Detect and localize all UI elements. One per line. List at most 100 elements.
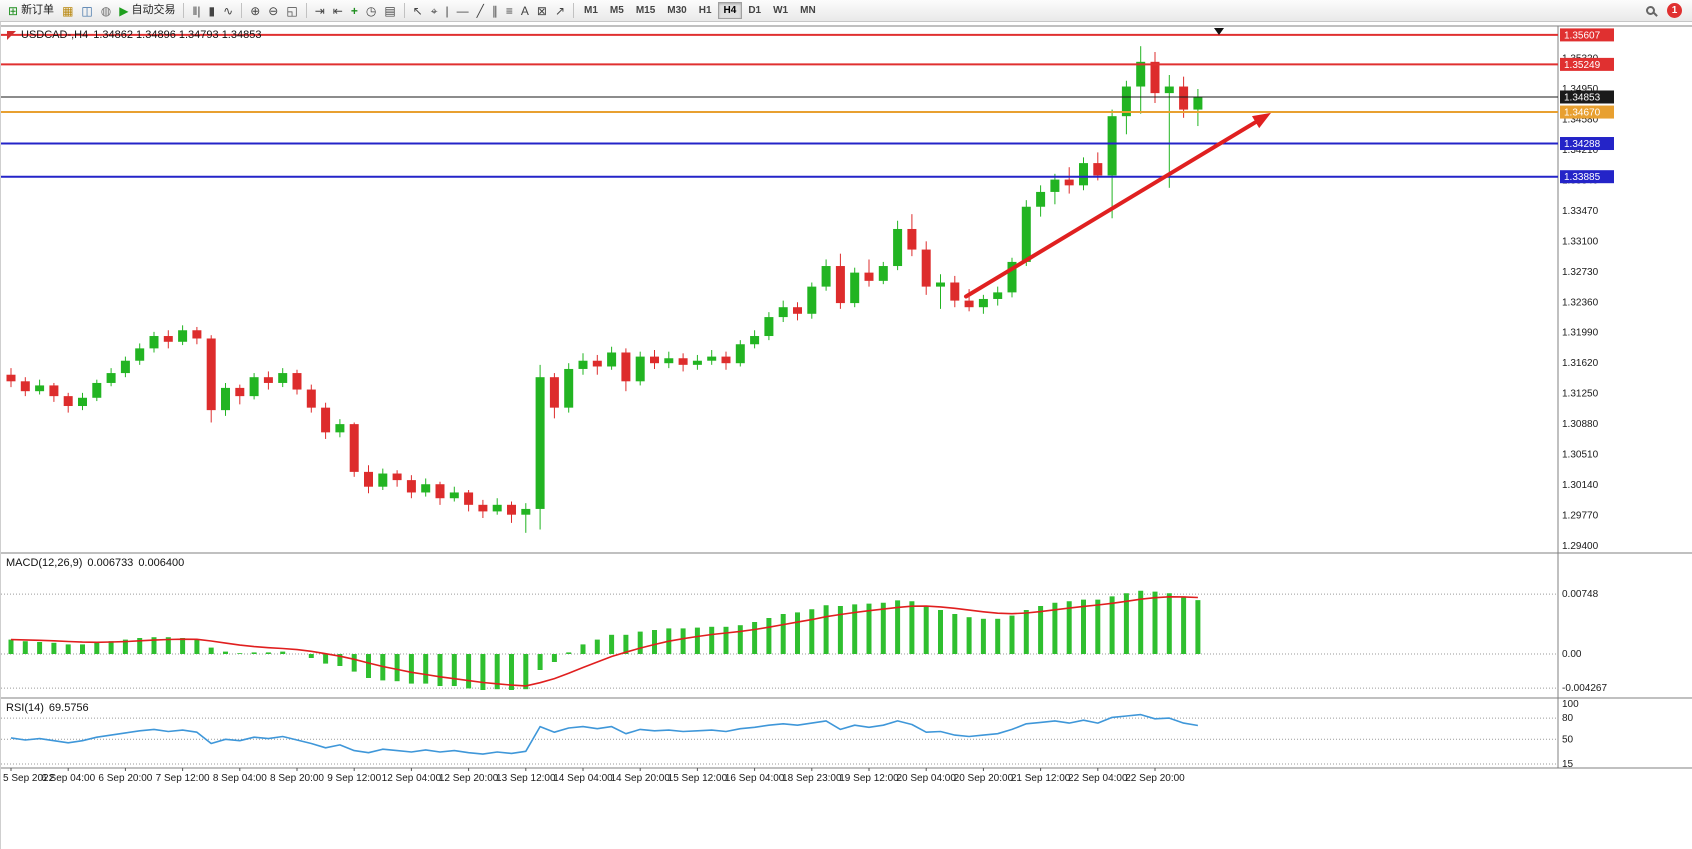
timeframe-m1[interactable]: M1 bbox=[578, 2, 604, 19]
new-chart-button[interactable]: ▦ bbox=[58, 2, 77, 20]
candle-body bbox=[78, 397, 87, 407]
auto-trading-label: 自动交易 bbox=[131, 4, 176, 16]
time-label: 21 Sep 12:00 bbox=[1011, 773, 1071, 784]
price-tick: 1.32730 bbox=[1562, 267, 1599, 278]
line-chart-button[interactable]: ∿ bbox=[219, 2, 237, 20]
price-tick: 1.33100 bbox=[1562, 236, 1599, 247]
cursor-button[interactable]: ↖ bbox=[409, 2, 427, 20]
candle-body bbox=[578, 360, 588, 369]
time-scale[interactable] bbox=[1, 768, 1692, 788]
trendline-button[interactable]: ╱ bbox=[473, 2, 488, 20]
toolbar-separator bbox=[403, 3, 405, 18]
search-button[interactable] bbox=[1642, 2, 1659, 20]
horizontal-line-icon: — bbox=[456, 3, 469, 18]
candle-body bbox=[950, 282, 960, 301]
trend-arrow[interactable] bbox=[964, 116, 1265, 299]
periods-icon: ◷ bbox=[365, 3, 377, 18]
candlestick-chart-button[interactable]: ▮ bbox=[205, 2, 220, 20]
market-watch-button[interactable]: ◍ bbox=[97, 2, 115, 20]
candle-body bbox=[650, 356, 659, 364]
time-label: 20 Sep 20:00 bbox=[954, 773, 1014, 784]
time-label: 22 Sep 04:00 bbox=[1068, 773, 1128, 784]
periods-button[interactable]: ◷ bbox=[362, 2, 380, 20]
toolbar-separator bbox=[241, 3, 243, 18]
candle-body bbox=[721, 356, 731, 364]
horizontal-line-button[interactable]: — bbox=[453, 2, 473, 20]
timeframe-m15[interactable]: M15 bbox=[630, 2, 661, 19]
timeframe-d1[interactable]: D1 bbox=[742, 2, 767, 19]
vertical-line-button[interactable]: | bbox=[441, 2, 452, 20]
arrows-button[interactable]: ↗ bbox=[551, 2, 569, 20]
fibonacci-button[interactable]: ≡ bbox=[502, 2, 517, 20]
indicators-icon: + bbox=[350, 3, 358, 18]
candle-body bbox=[406, 480, 416, 493]
timeframe-m30[interactable]: M30 bbox=[661, 2, 692, 19]
new-chart-icon: ▦ bbox=[62, 3, 74, 18]
macd-scale-label: 0.00 bbox=[1562, 649, 1582, 660]
candle-body bbox=[1107, 116, 1117, 176]
candle-body bbox=[549, 377, 559, 408]
zoom-out-icon: ⊖ bbox=[268, 3, 279, 18]
trend-arrow-head[interactable] bbox=[1251, 112, 1271, 129]
candle-body bbox=[1093, 163, 1103, 176]
time-label: 22 Sep 20:00 bbox=[1125, 773, 1185, 784]
candle-body bbox=[149, 336, 159, 349]
zoom-in-button[interactable]: ⊕ bbox=[246, 2, 264, 20]
tile-windows-button[interactable]: ◱ bbox=[282, 2, 301, 20]
profiles-button[interactable]: ◫ bbox=[77, 2, 96, 20]
toolbar-right: 1 bbox=[1642, 2, 1688, 20]
time-label: 15 Sep 12:00 bbox=[668, 773, 728, 784]
time-label: 18 Sep 23:00 bbox=[782, 773, 842, 784]
candle-body bbox=[564, 368, 574, 408]
candle-body bbox=[92, 382, 102, 398]
candle-body bbox=[278, 373, 288, 383]
auto-trading-button[interactable]: ▶ 自动交易 bbox=[115, 2, 179, 20]
candle-body bbox=[1064, 179, 1074, 186]
macd-scale-label: -0.004267 bbox=[1562, 683, 1607, 694]
timeframe-m5[interactable]: M5 bbox=[604, 2, 630, 19]
price-scale[interactable] bbox=[1558, 26, 1692, 768]
crosshair-icon: ⌖ bbox=[430, 3, 438, 18]
candle-body bbox=[163, 336, 173, 342]
price-tick: 1.32360 bbox=[1562, 297, 1599, 308]
price-line-label bbox=[1560, 137, 1614, 151]
macd-scale-label: 0.00748 bbox=[1562, 589, 1599, 600]
candle-body bbox=[835, 266, 845, 304]
candle-body bbox=[392, 473, 402, 481]
rsi-scale-label: 80 bbox=[1562, 713, 1574, 724]
candle-body bbox=[6, 374, 16, 382]
new-order-button[interactable]: ⊞ 新订单 bbox=[4, 2, 58, 20]
crosshair-button[interactable]: ⌖ bbox=[427, 2, 442, 20]
price-line-label bbox=[1560, 28, 1614, 42]
candle-body bbox=[1164, 86, 1174, 94]
text-button[interactable]: A bbox=[517, 2, 533, 20]
text-icon: A bbox=[520, 3, 529, 18]
zoom-group: ⊕ ⊖ ◱ bbox=[246, 2, 301, 20]
price-line-label-text: 1.35607 bbox=[1564, 30, 1601, 41]
candle-body bbox=[1036, 191, 1046, 207]
chart-shift-button[interactable]: ⇤ bbox=[329, 2, 347, 20]
auto-scroll-button[interactable]: ⇥ bbox=[311, 2, 329, 20]
timeframe-h4[interactable]: H4 bbox=[717, 2, 743, 19]
text-label-button[interactable]: ⊠ bbox=[533, 2, 551, 20]
time-label: 19 Sep 12:00 bbox=[839, 773, 899, 784]
equidistant-channel-button[interactable]: ∥ bbox=[488, 2, 502, 20]
price-tick: 1.30880 bbox=[1562, 419, 1599, 430]
zoom-out-button[interactable]: ⊖ bbox=[264, 2, 282, 20]
macd-signal-line bbox=[10, 595, 1198, 687]
timeframe-h1[interactable]: H1 bbox=[693, 2, 718, 19]
time-label: 20 Sep 04:00 bbox=[896, 773, 956, 784]
timeframe-mn[interactable]: MN bbox=[794, 2, 822, 19]
candle-body bbox=[192, 330, 202, 339]
price-tick: 1.34950 bbox=[1562, 84, 1599, 95]
candle-body bbox=[707, 356, 717, 361]
candle-body bbox=[878, 266, 888, 281]
timeframe-w1[interactable]: W1 bbox=[767, 2, 794, 19]
templates-button[interactable]: ▤ bbox=[380, 2, 399, 20]
price-tick: 1.33470 bbox=[1562, 206, 1599, 217]
notifications-badge[interactable]: 1 bbox=[1667, 3, 1682, 18]
indicators-button[interactable]: + bbox=[347, 2, 362, 20]
chart-plot-area[interactable] bbox=[1, 26, 1558, 553]
bar-chart-button[interactable]: ‖| bbox=[188, 2, 204, 20]
time-label: 12 Sep 20:00 bbox=[439, 773, 499, 784]
